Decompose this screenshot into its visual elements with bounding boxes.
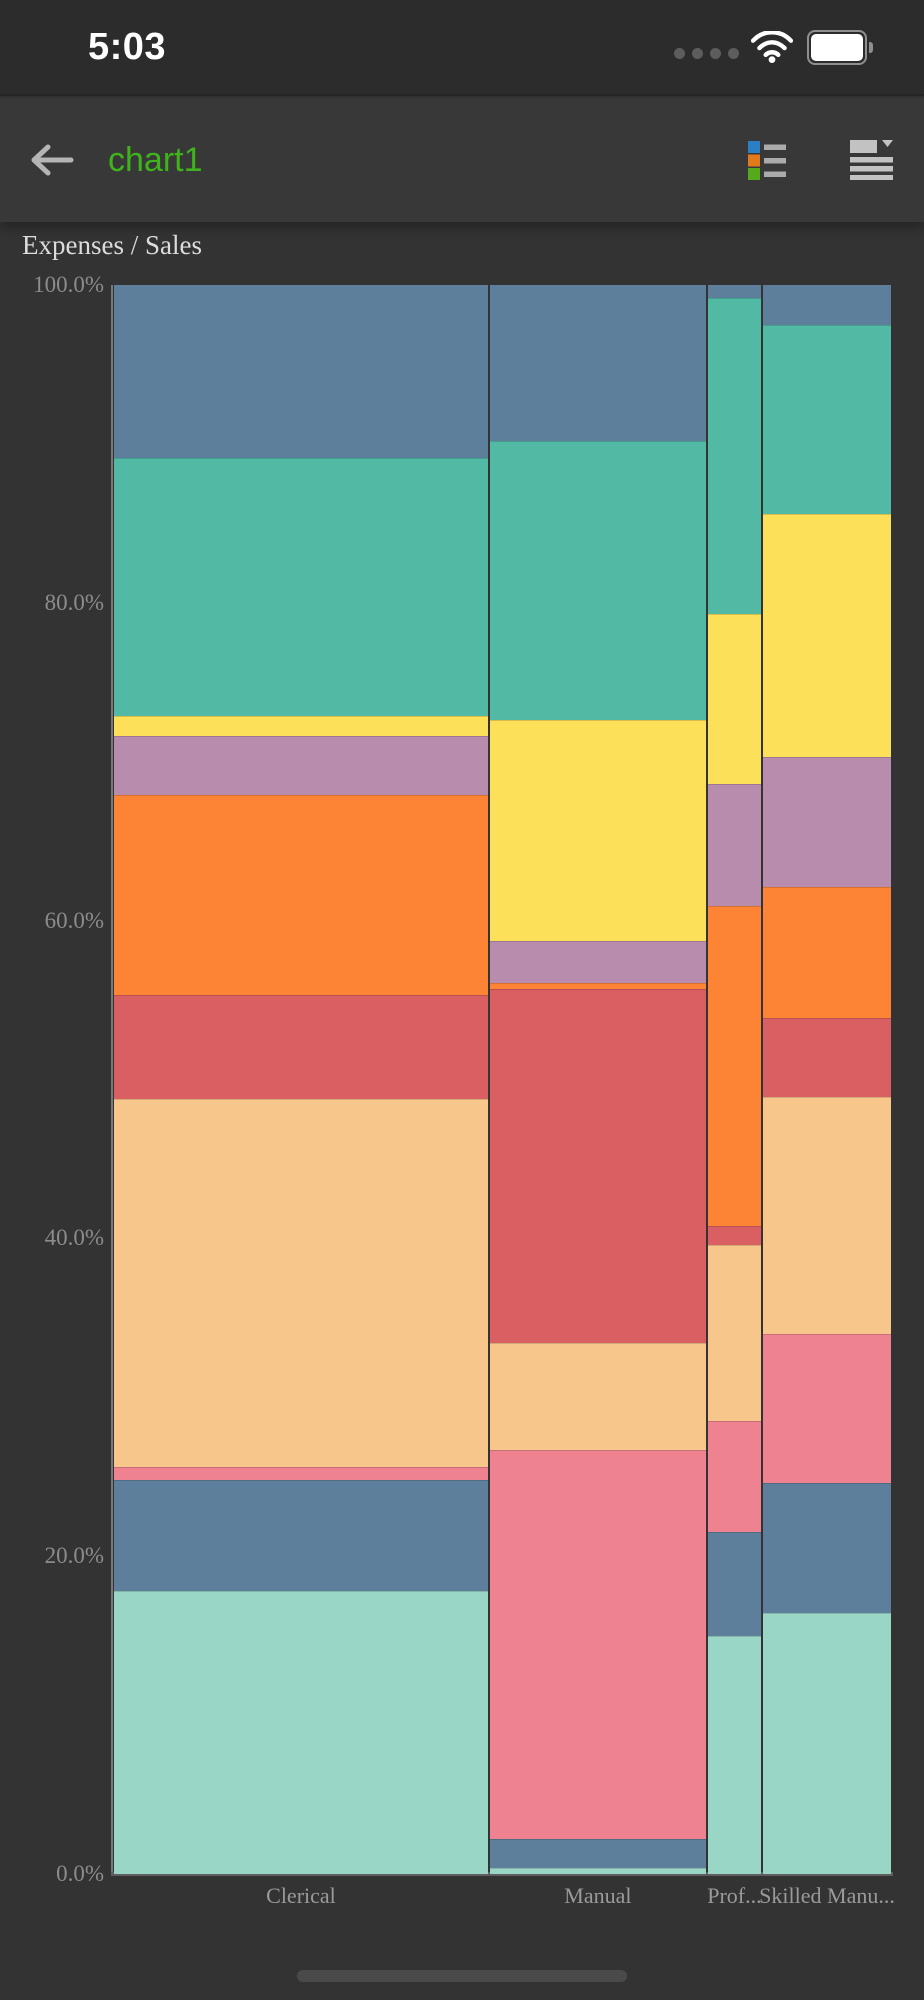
signal-dot bbox=[692, 47, 703, 59]
home-indicator[interactable] bbox=[297, 1970, 627, 1982]
mosaic-segment[interactable] bbox=[489, 982, 706, 989]
x-axis-label: Prof... bbox=[707, 1883, 762, 1908]
view-menu-icon bbox=[850, 140, 893, 180]
mosaic-segment[interactable] bbox=[114, 795, 488, 996]
mosaic-segment[interactable] bbox=[489, 1867, 706, 1874]
y-tick-label: 0.0% bbox=[56, 1861, 104, 1886]
mosaic-segment[interactable] bbox=[763, 513, 891, 757]
battery-nub bbox=[869, 41, 873, 53]
mosaic-segment[interactable] bbox=[707, 613, 762, 784]
mosaic-segment[interactable] bbox=[763, 285, 891, 325]
y-tick-label: 100.0% bbox=[33, 272, 104, 297]
mosaic-segment[interactable] bbox=[707, 1532, 762, 1636]
mosaic-segment[interactable] bbox=[114, 1479, 488, 1592]
mosaic-segment[interactable] bbox=[114, 1591, 488, 1874]
battery-icon bbox=[807, 29, 873, 65]
status-icons bbox=[674, 29, 873, 65]
mosaic-segment[interactable] bbox=[763, 1613, 891, 1874]
battery-fill bbox=[811, 33, 863, 61]
mosaic-column-manual: Manual bbox=[489, 285, 706, 1908]
y-tick-label: 80.0% bbox=[44, 589, 104, 615]
mosaic-segment[interactable] bbox=[763, 1333, 891, 1484]
mosaic-segment[interactable] bbox=[707, 285, 762, 298]
back-button[interactable] bbox=[28, 140, 74, 180]
signal-dot bbox=[674, 47, 685, 59]
mosaic-segment[interactable] bbox=[489, 720, 706, 942]
mosaic-column-prof: Prof... bbox=[707, 285, 762, 1908]
view-menu-button[interactable] bbox=[850, 140, 893, 180]
y-tick-label: 20.0% bbox=[44, 1543, 104, 1569]
mosaic-segment[interactable] bbox=[707, 1225, 762, 1245]
x-axis-label: Clerical bbox=[266, 1883, 336, 1908]
mosaic-segment[interactable] bbox=[114, 715, 488, 737]
mosaic-segment[interactable] bbox=[763, 756, 891, 888]
mosaic-segment[interactable] bbox=[763, 1096, 891, 1334]
y-tick-label: 40.0% bbox=[44, 1225, 104, 1251]
y-tick-label: 60.0% bbox=[44, 907, 104, 933]
mosaic-segment[interactable] bbox=[114, 1098, 488, 1468]
nav-title: chart1 bbox=[108, 140, 203, 179]
x-axis-label: Skilled Manu... bbox=[759, 1883, 895, 1908]
y-axis-labels: 100.0% 80.0% 60.0% 40.0% 20.0% 0.0% bbox=[0, 272, 104, 1886]
y-axis-line bbox=[111, 285, 113, 1874]
mosaic-segment[interactable] bbox=[114, 736, 488, 796]
mosaic-plot: Clerical Manual Prof... Skilled Manu... bbox=[114, 285, 895, 1908]
mosaic-segment[interactable] bbox=[114, 458, 488, 716]
mosaic-segment[interactable] bbox=[763, 887, 891, 1018]
mosaic-segment[interactable] bbox=[707, 297, 762, 614]
chart-title: Expenses / Sales bbox=[22, 230, 202, 260]
mosaic-segment[interactable] bbox=[489, 285, 706, 441]
battery-body bbox=[807, 29, 867, 65]
mosaic-segment[interactable] bbox=[763, 1017, 891, 1097]
mosaic-segment[interactable] bbox=[763, 1483, 891, 1614]
mosaic-segment[interactable] bbox=[489, 1838, 706, 1868]
status-time: 5:03 bbox=[88, 25, 167, 68]
wifi-icon bbox=[751, 31, 793, 63]
mosaic-segment[interactable] bbox=[489, 1343, 706, 1450]
mosaic-column-skilled-manu: Skilled Manu... bbox=[759, 285, 895, 1908]
x-axis-line bbox=[111, 1872, 893, 1876]
mosaic-segment[interactable] bbox=[707, 1244, 762, 1422]
mosaic-segment[interactable] bbox=[489, 941, 706, 983]
legend-button[interactable] bbox=[748, 140, 786, 180]
mosaic-segment[interactable] bbox=[489, 988, 706, 1344]
mosaic-segment[interactable] bbox=[114, 285, 488, 459]
mosaic-column-clerical: Clerical bbox=[114, 285, 488, 1908]
cellular-signal-icon bbox=[674, 47, 739, 59]
signal-dot bbox=[710, 47, 721, 59]
mosaic-segment[interactable] bbox=[707, 906, 762, 1226]
back-arrow-icon bbox=[31, 144, 74, 176]
legend-icon bbox=[748, 141, 786, 180]
status-bar: 5:03 bbox=[0, 0, 924, 96]
x-axis-label: Manual bbox=[564, 1883, 632, 1908]
mosaic-segment[interactable] bbox=[707, 1635, 762, 1874]
mosaic-segment[interactable] bbox=[114, 1467, 488, 1480]
mosaic-segment[interactable] bbox=[707, 1421, 762, 1533]
nav-bar: chart1 bbox=[0, 98, 924, 222]
mosaic-segment[interactable] bbox=[489, 440, 706, 721]
mosaic-segment[interactable] bbox=[707, 783, 762, 907]
mosaic-segment[interactable] bbox=[114, 995, 488, 1099]
mosaic-segment[interactable] bbox=[489, 1449, 706, 1839]
mosaic-segment[interactable] bbox=[763, 324, 891, 514]
signal-dot bbox=[728, 47, 739, 59]
